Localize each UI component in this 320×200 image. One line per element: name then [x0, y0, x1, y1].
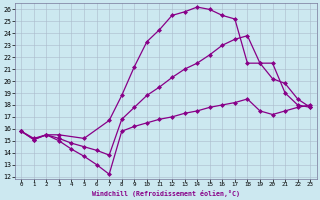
X-axis label: Windchill (Refroidissement éolien,°C): Windchill (Refroidissement éolien,°C) — [92, 190, 240, 197]
